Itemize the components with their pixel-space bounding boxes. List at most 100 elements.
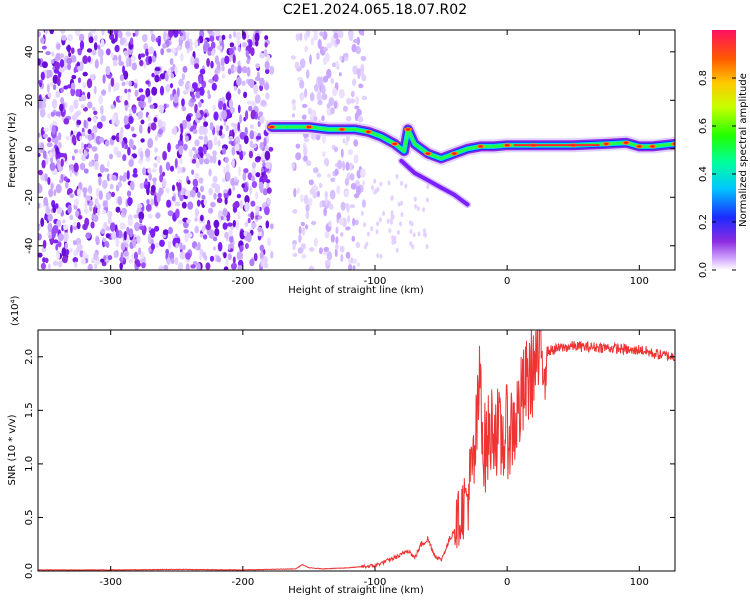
noise-blob	[353, 139, 359, 147]
noise-blob	[166, 48, 172, 53]
noise-blob	[129, 108, 132, 114]
x-tick-label: -200	[231, 276, 254, 287]
noise-blob	[257, 230, 262, 237]
noise-blob	[324, 191, 328, 199]
noise-blob	[71, 155, 75, 161]
noise-blob	[326, 42, 333, 49]
noise-blob	[48, 263, 51, 270]
noise-blob	[55, 90, 61, 99]
noise-blob	[221, 109, 227, 120]
noise-blob	[203, 135, 208, 145]
noise-blob	[251, 161, 256, 169]
noise-blob	[194, 225, 199, 234]
noise-blob	[295, 152, 302, 161]
noise-blob	[298, 233, 302, 243]
noise-blob	[358, 83, 364, 89]
noise-blob	[208, 168, 212, 177]
noise-blob	[94, 59, 99, 69]
noise-blob	[220, 215, 224, 221]
figure-title: C2E1.2024.065.18.07.R02	[282, 2, 468, 18]
noise-blob	[313, 237, 318, 247]
noise-blob	[353, 154, 359, 164]
noise-blob	[317, 39, 322, 49]
noise-blob	[248, 105, 253, 112]
noise-blob	[198, 177, 203, 184]
noise-blob	[195, 91, 201, 99]
noise-blob	[159, 73, 166, 80]
noise-blob	[120, 242, 126, 251]
y-tick-label: 0.0	[24, 563, 35, 579]
noise-blob	[211, 156, 216, 162]
noise-blob	[260, 99, 266, 106]
noise-blob	[139, 124, 143, 134]
noise-blob	[391, 214, 395, 220]
noise-blob	[251, 168, 257, 177]
noise-blob	[125, 31, 131, 37]
noise-blob	[249, 185, 253, 195]
noise-blob	[77, 188, 81, 197]
noise-blob	[100, 105, 104, 115]
noise-blob	[187, 180, 191, 185]
noise-blob	[188, 149, 193, 158]
noise-blob	[122, 65, 126, 74]
noise-blob	[93, 110, 98, 116]
noise-blob	[326, 102, 331, 109]
noise-blob	[214, 30, 221, 37]
noise-blob	[124, 88, 128, 94]
y-tick-label: 1.0	[24, 456, 35, 472]
noise-blob	[107, 210, 113, 218]
noise-blob	[210, 201, 216, 208]
noise-blob	[127, 48, 134, 55]
noise-blob	[248, 39, 253, 48]
noise-blob	[423, 228, 426, 234]
noise-blob	[66, 57, 73, 65]
noise-blob	[222, 222, 228, 230]
noise-blob	[129, 37, 134, 45]
noise-blob	[219, 125, 223, 131]
noise-blob	[321, 93, 328, 101]
noise-blob	[323, 46, 328, 52]
noise-blob	[382, 211, 385, 216]
noise-blob	[387, 180, 391, 186]
noise-blob	[251, 175, 256, 182]
noise-blob	[148, 172, 152, 181]
noise-blob	[61, 256, 68, 264]
noise-blob	[318, 247, 323, 255]
noise-blob	[397, 201, 401, 207]
noise-blob	[45, 51, 51, 56]
noise-blob	[249, 124, 254, 129]
noise-blob	[120, 251, 124, 262]
noise-blob	[215, 124, 220, 131]
x-tick-label: -100	[364, 276, 387, 287]
noise-blob	[76, 222, 81, 230]
noise-blob	[246, 66, 251, 77]
noise-blob	[227, 222, 233, 227]
noise-blob	[263, 137, 267, 147]
noise-blob	[171, 48, 177, 54]
noise-blob	[101, 89, 107, 96]
noise-blob	[101, 30, 105, 36]
noise-blob	[41, 61, 48, 69]
x-tick-label: 100	[630, 276, 649, 287]
noise-blob	[134, 31, 139, 37]
noise-blob	[305, 204, 310, 212]
noise-blob	[44, 257, 49, 264]
noise-blob	[112, 59, 118, 67]
noise-blob	[329, 189, 336, 200]
noise-blob	[304, 45, 309, 53]
noise-blob	[223, 266, 229, 270]
noise-blob	[123, 230, 127, 241]
noise-blob	[233, 85, 237, 91]
noise-blob	[182, 66, 188, 73]
noise-blob	[207, 30, 213, 35]
noise-blob	[148, 213, 153, 219]
noise-blob	[317, 76, 323, 86]
noise-blob	[209, 255, 215, 262]
noise-blob	[185, 31, 190, 40]
noise-blob	[395, 247, 399, 253]
noise-blob	[249, 130, 255, 140]
noise-blob	[309, 188, 315, 195]
noise-blob	[194, 149, 199, 154]
noise-blob	[141, 34, 148, 42]
noise-blob	[409, 229, 413, 234]
